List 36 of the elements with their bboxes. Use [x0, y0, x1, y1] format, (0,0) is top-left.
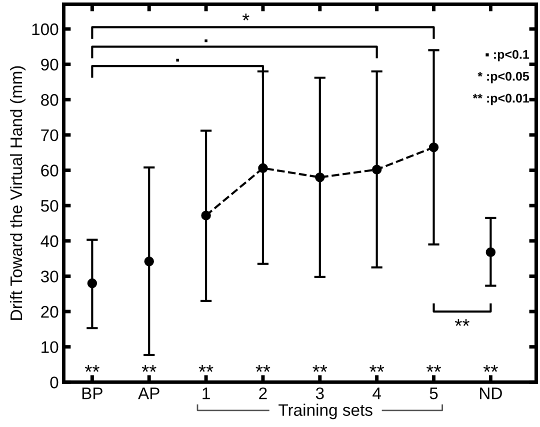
- annotation: **: [142, 364, 156, 372]
- y-tick-label: 100: [32, 23, 58, 36]
- y-tick-label: 10: [42, 341, 58, 354]
- y-tick-label: 80: [41, 94, 58, 106]
- x-tick-label: 1: [202, 388, 210, 400]
- annotation: ▪: [204, 39, 208, 42]
- x-tick-label: 2: [259, 387, 267, 400]
- annotation: **: [426, 364, 442, 372]
- annotation: * :p<0.05: [478, 72, 530, 84]
- x-tick-label: 4: [372, 388, 381, 400]
- y-tick-label: 50: [40, 200, 58, 212]
- annotation: **: [256, 364, 270, 372]
- annotation: **: [198, 364, 214, 372]
- y-tick-label: 30: [40, 270, 58, 282]
- y-tick-label: 60: [41, 164, 58, 176]
- y-axis-title: Drift Toward the Virtual Hand (mm): [10, 66, 26, 320]
- annotation: ** :p<0.01: [472, 94, 530, 106]
- x-tick-label: 5: [430, 388, 438, 400]
- annotation: **: [312, 364, 328, 372]
- annotation: ▪: [176, 58, 179, 62]
- y-tick-label: 0: [50, 376, 58, 388]
- x-tick-label: 3: [316, 387, 324, 400]
- annotation: *: [242, 14, 250, 20]
- text: Training sets: [278, 404, 372, 420]
- annotation: ▪ :p<0.1: [486, 50, 530, 62]
- annotation: **: [84, 364, 100, 372]
- y-tick-label: 40: [40, 235, 58, 248]
- x-tick-label: BP: [82, 388, 102, 400]
- y-tick-label: 90: [41, 58, 58, 71]
- x-tick-label: AP: [138, 388, 160, 400]
- annotation: **: [370, 364, 384, 372]
- annotation: **: [483, 364, 498, 372]
- y-tick-label: 70: [41, 129, 58, 142]
- annotation: **: [454, 319, 470, 326]
- x-tick-label: ND: [480, 388, 502, 400]
- y-tick-label: 20: [41, 306, 58, 318]
